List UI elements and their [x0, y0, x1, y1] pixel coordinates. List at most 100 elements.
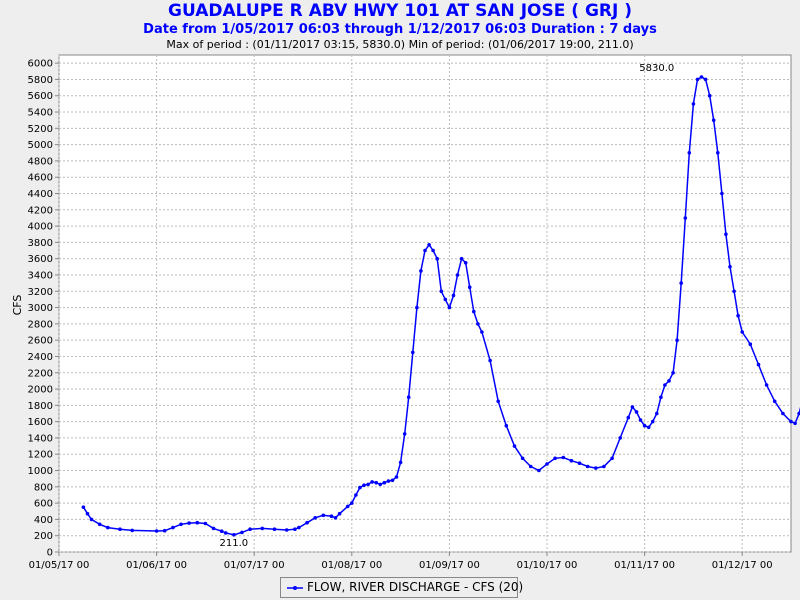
data-point: [97, 522, 102, 527]
data-point: [695, 77, 700, 82]
x-tick-label: 01/07/17 00: [224, 560, 285, 571]
data-point: [711, 118, 716, 122]
y-tick-label: 5600: [28, 91, 53, 102]
data-point: [467, 285, 472, 290]
data-point: [504, 423, 509, 428]
y-tick-label: 3600: [28, 254, 53, 265]
data-point: [650, 419, 655, 424]
data-point: [687, 151, 692, 155]
data-point: [293, 527, 297, 531]
y-tick-label: 200: [34, 531, 53, 542]
y-tick-label: 6000: [28, 59, 53, 70]
data-point: [797, 411, 800, 416]
data-point: [232, 533, 236, 537]
data-point: [451, 293, 456, 298]
data-point: [394, 475, 399, 479]
y-tick-label: 4200: [28, 205, 53, 216]
data-point: [610, 456, 614, 461]
data-point: [366, 482, 370, 487]
x-tick-label: 01/12/17 00: [712, 560, 773, 571]
data-point: [223, 531, 228, 535]
data-point: [638, 418, 643, 422]
data-point: [162, 528, 167, 533]
data-point: [378, 482, 383, 487]
data-point: [423, 248, 427, 253]
data-point: [772, 399, 777, 404]
data-point: [284, 528, 289, 532]
data-point: [154, 529, 159, 533]
y-tick-label: 5400: [28, 108, 53, 119]
x-tick-label: 01/09/17 00: [419, 560, 480, 571]
data-point: [707, 93, 712, 98]
data-point: [179, 522, 183, 527]
y-tick-label: 5200: [28, 124, 53, 135]
data-point: [187, 521, 191, 525]
data-point: [219, 529, 224, 533]
data-point: [520, 456, 525, 461]
data-point: [496, 399, 501, 404]
data-point: [248, 527, 252, 531]
data-point: [386, 479, 391, 483]
y-tick-label: 3400: [28, 270, 53, 281]
data-point: [358, 485, 362, 490]
y-tick-label: 3200: [28, 287, 53, 298]
data-point: [89, 517, 94, 522]
data-point: [130, 528, 134, 533]
chart-stats: Max of period : (01/11/2017 03:15, 5830.…: [166, 38, 634, 51]
data-point: [720, 191, 724, 196]
data-point: [683, 216, 688, 220]
data-point: [740, 330, 744, 334]
y-tick-label: 2600: [28, 336, 53, 347]
data-point: [691, 102, 696, 106]
y-tick-label: 5800: [28, 75, 53, 86]
y-tick-label: 400: [34, 515, 53, 526]
data-point: [679, 281, 683, 285]
x-tick-label: 01/11/17 00: [614, 560, 675, 571]
y-tick-label: 3000: [28, 303, 53, 314]
data-point: [699, 75, 704, 79]
data-point: [272, 527, 277, 531]
data-point: [472, 309, 476, 314]
data-point: [732, 289, 736, 294]
data-point: [793, 421, 797, 426]
data-point: [411, 350, 415, 355]
data-point: [106, 525, 110, 530]
data-point: [398, 460, 403, 465]
data-point: [480, 330, 484, 334]
data-point: [427, 243, 431, 247]
data-point: [459, 256, 464, 261]
y-tick-label: 5000: [28, 140, 53, 151]
data-point: [594, 466, 598, 470]
y-tick-label: 1800: [28, 401, 53, 412]
annotations: 5830.0 211.0: [220, 63, 675, 549]
data-point: [350, 501, 354, 505]
data-point: [585, 464, 590, 469]
data-point: [390, 478, 395, 483]
y-tick-label: 4800: [28, 156, 53, 167]
data-point: [703, 77, 708, 82]
data-point: [626, 415, 631, 420]
data-point: [789, 419, 793, 424]
data-point: [764, 383, 769, 387]
data-point: [447, 305, 452, 310]
data-point: [577, 461, 582, 466]
data-point: [439, 289, 444, 294]
y-tick-label: 1000: [28, 466, 53, 477]
data-point: [195, 520, 200, 525]
data-point: [431, 248, 435, 253]
data-point: [728, 265, 732, 269]
y-tick-label: 3800: [28, 238, 53, 249]
data-point: [297, 525, 301, 530]
y-tick-label: 2800: [28, 319, 53, 330]
min-annotation: 211.0: [220, 538, 249, 549]
y-tick-label: 1600: [28, 417, 53, 428]
data-point: [374, 480, 379, 485]
data-point: [345, 504, 350, 509]
data-point: [321, 513, 326, 518]
y-tick-label: 4000: [28, 222, 53, 233]
data-point: [781, 411, 785, 416]
data-point: [659, 395, 663, 400]
y-tick-label: 1200: [28, 450, 53, 461]
data-point: [313, 516, 318, 520]
